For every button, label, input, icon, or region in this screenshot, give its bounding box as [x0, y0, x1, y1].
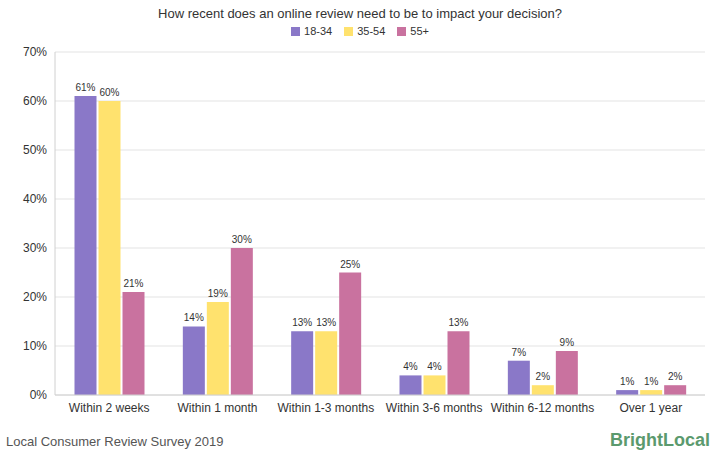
svg-text:4%: 4% [427, 361, 442, 372]
svg-text:Within 3-6 months: Within 3-6 months [386, 401, 483, 415]
svg-text:25%: 25% [340, 259, 360, 270]
svg-text:13%: 13% [316, 317, 336, 328]
html-text:BrightLocal: BrightLocal [610, 430, 710, 450]
svg-text:Within 6-12 months: Within 6-12 months [491, 401, 594, 415]
html-text:Local Consumer Review Survey 2: Local Consumer Review Survey 2019 [6, 434, 224, 449]
svg-text:2%: 2% [536, 371, 551, 382]
svg-text:7%: 7% [512, 347, 527, 358]
svg-text:Within 1 month: Within 1 month [177, 401, 257, 415]
svg-text:Within 1-3 months: Within 1-3 months [277, 401, 374, 415]
svg-text:Over 1 year: Over 1 year [619, 401, 682, 415]
html-text:How recent does an online revi: How recent does an online review need to… [158, 6, 562, 21]
svg-text:30%: 30% [232, 234, 252, 245]
svg-text:14%: 14% [184, 312, 204, 323]
svg-text:40%: 40% [23, 192, 47, 206]
svg-text:1%: 1% [644, 376, 659, 387]
svg-text:2%: 2% [668, 371, 683, 382]
svg-text:50%: 50% [23, 143, 47, 157]
svg-text:1%: 1% [620, 376, 635, 387]
svg-text:10%: 10% [23, 339, 47, 353]
html-text:18-34: 18-34 [304, 25, 333, 37]
svg-text:9%: 9% [560, 337, 575, 348]
html-text:55+: 55+ [410, 25, 429, 37]
svg-text:61%: 61% [75, 82, 95, 93]
svg-text:13%: 13% [292, 317, 312, 328]
svg-text:70%: 70% [23, 45, 47, 59]
html-text:35-54: 35-54 [357, 25, 386, 37]
svg-text:60%: 60% [99, 87, 119, 98]
svg-text:21%: 21% [123, 278, 143, 289]
svg-text:4%: 4% [403, 361, 418, 372]
svg-text:20%: 20% [23, 290, 47, 304]
svg-text:0%: 0% [30, 388, 48, 402]
svg-text:13%: 13% [448, 317, 468, 328]
svg-text:19%: 19% [208, 288, 228, 299]
svg-text:30%: 30% [23, 241, 47, 255]
svg-text:60%: 60% [23, 94, 47, 108]
svg-text:Within 2 weeks: Within 2 weeks [69, 401, 150, 415]
